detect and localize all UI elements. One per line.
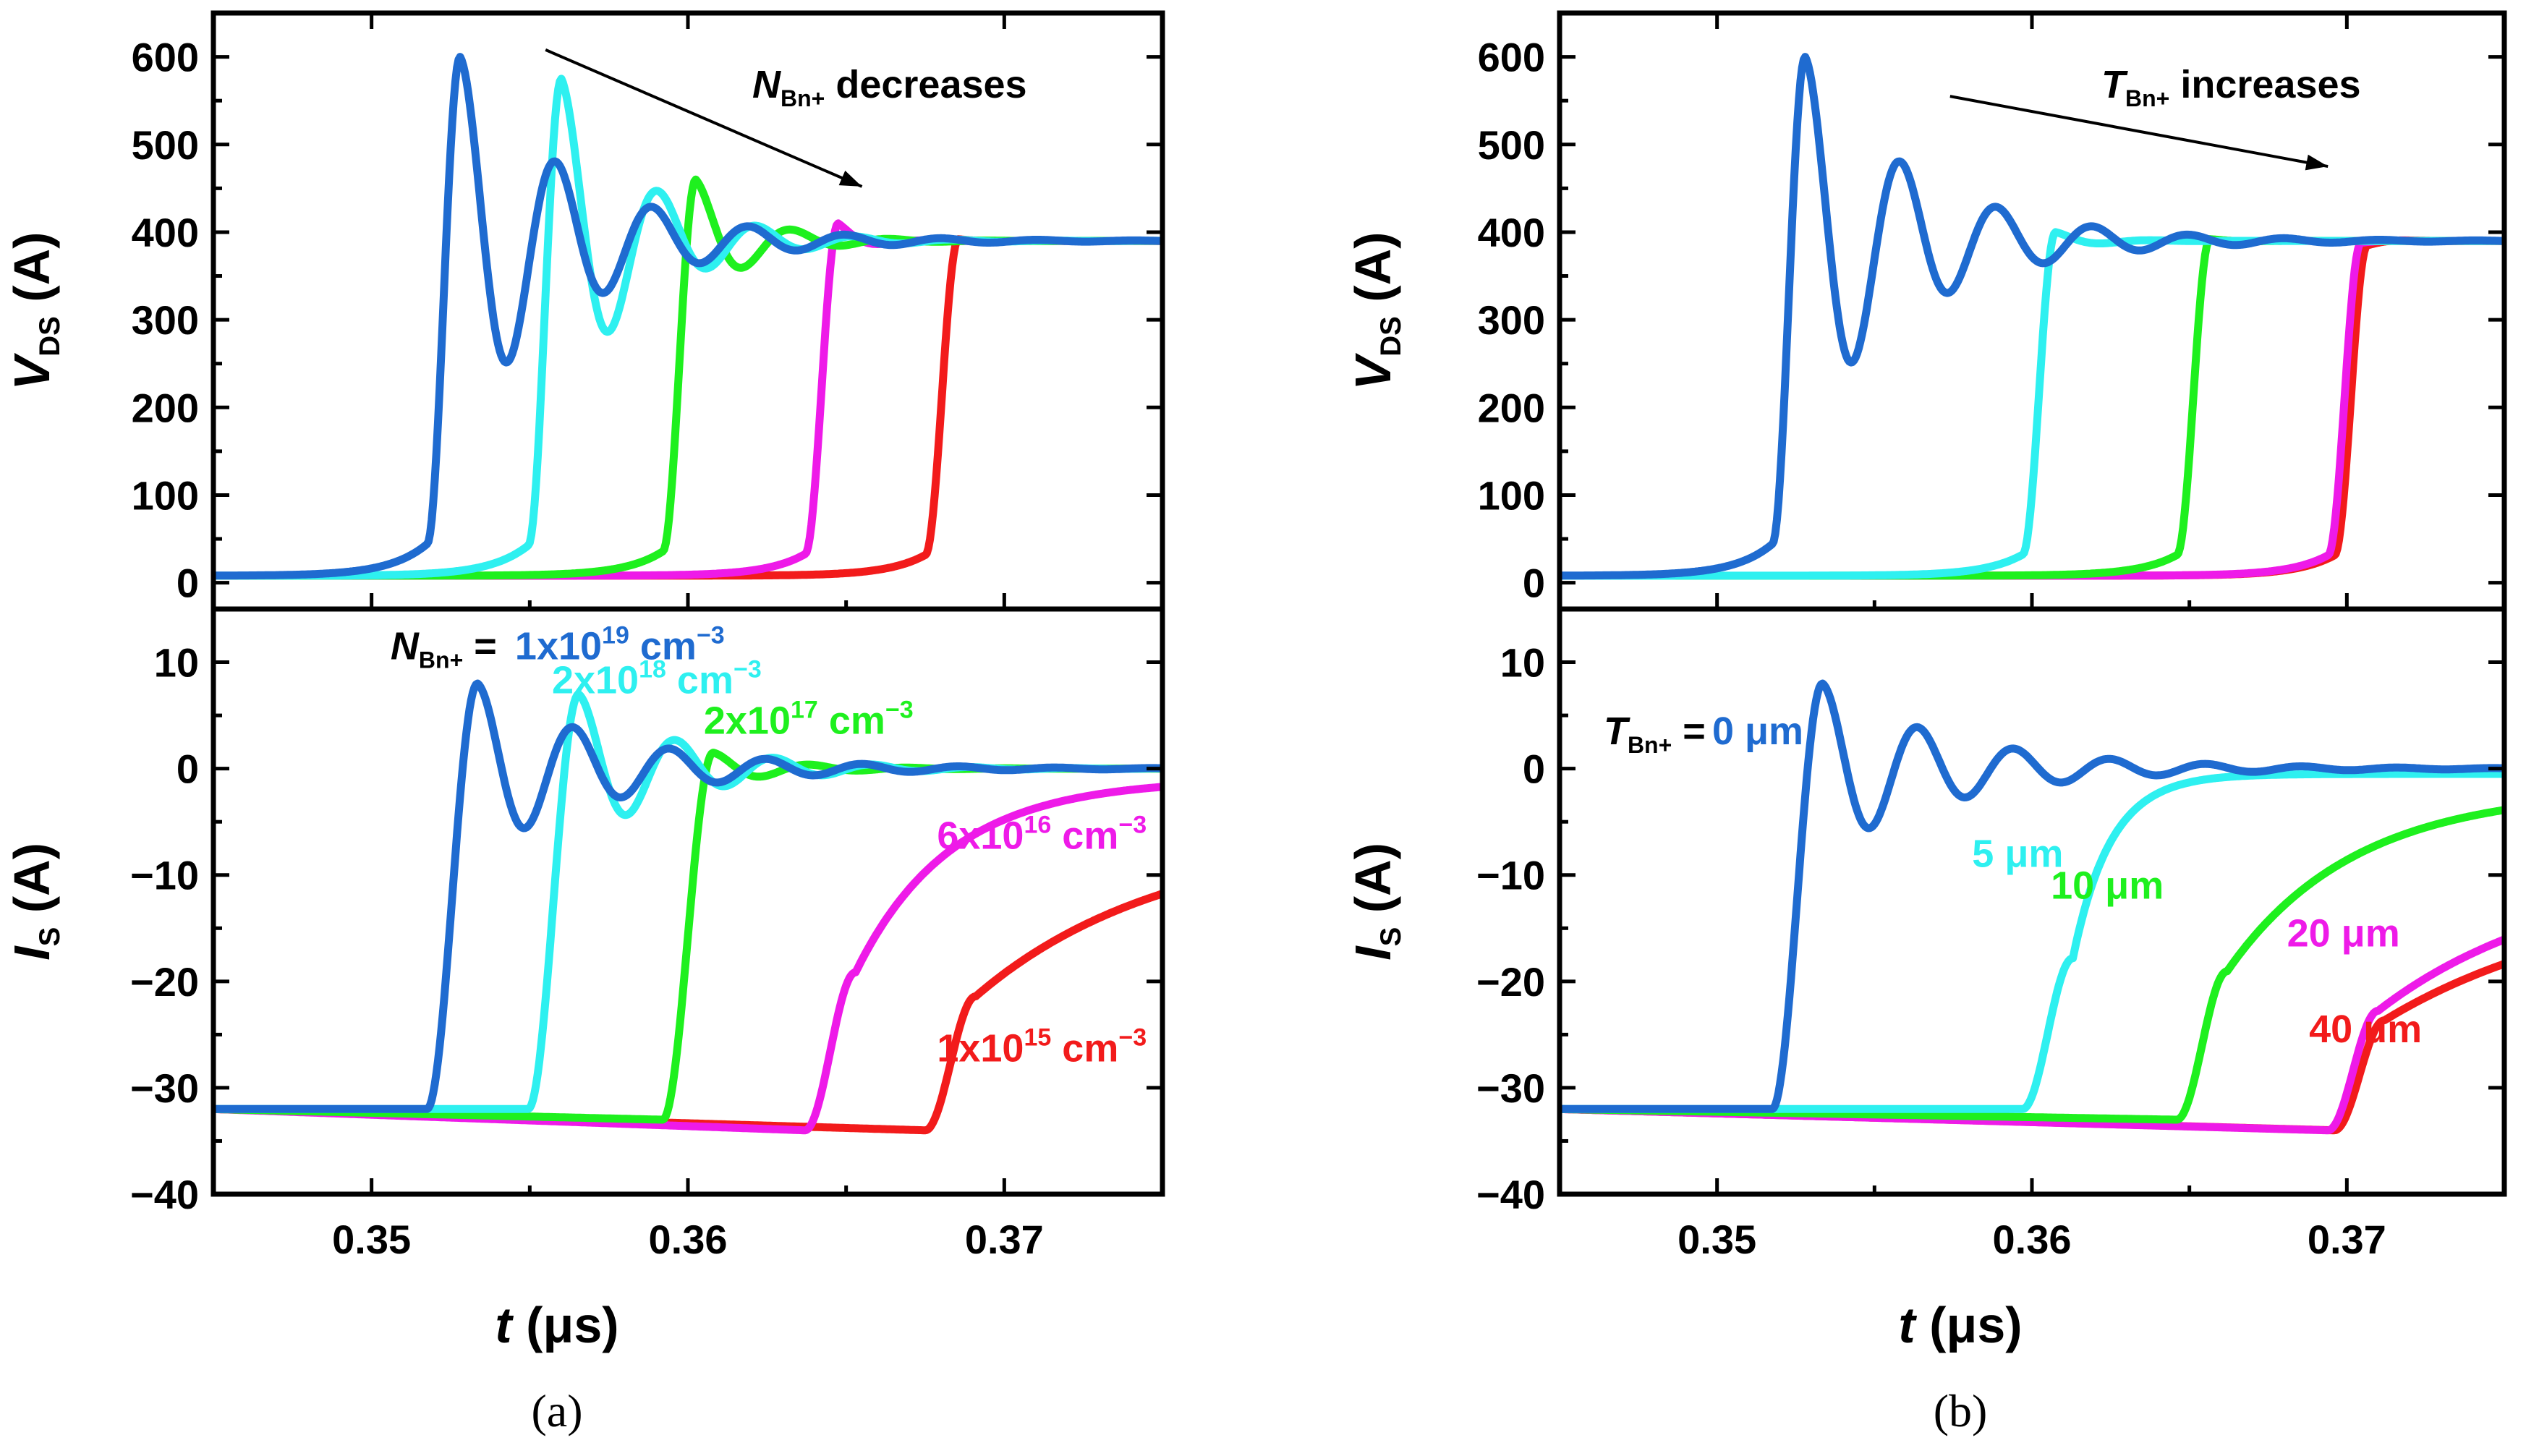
vds-series-group <box>213 53 1162 580</box>
y-axis-label-vds: VDS (A) <box>4 232 66 391</box>
x-tick-label: 0.35 <box>332 1217 411 1262</box>
y-tick-label-top: 500 <box>132 122 199 168</box>
trend-annotation: TBn+ increases <box>2101 63 2361 111</box>
y-tick-label-top: 200 <box>132 385 199 430</box>
y-tick-label-bottom: 10 <box>154 640 199 686</box>
is-series-group <box>1560 679 2504 1135</box>
trend-annotation: NBn+ decreases <box>752 63 1027 111</box>
legend-prefix: TBn+ = <box>1604 710 1706 758</box>
series-label-4: 20 μm <box>2287 912 2400 955</box>
y-tick-label-top: 600 <box>132 35 199 80</box>
series-label-2: 2x1018 cm−3 <box>552 656 762 702</box>
chart-panel-b: 0 100 200 300 400 500 600 −40 −30 −20 −10 0 10 0.35 0.… <box>1345 10 2507 1436</box>
y-tick-label-bottom: 0 <box>177 746 199 792</box>
y-tick-label-top: 100 <box>1478 472 1545 518</box>
y-tick-label-bottom: −40 <box>130 1172 199 1217</box>
y-tick-label-bottom: −30 <box>130 1065 199 1111</box>
y-tick-label-top: 100 <box>132 472 199 518</box>
y-tick-label-bottom: −10 <box>1476 853 1545 898</box>
y-tick-label-bottom: −30 <box>1476 1065 1545 1111</box>
y-tick-label-bottom: −10 <box>130 853 199 898</box>
legend-prefix: NBn+ = <box>391 624 497 673</box>
y-tick-label-top: 300 <box>1478 297 1545 343</box>
y-tick-label-bottom: −40 <box>1476 1172 1545 1217</box>
trend-arrow-head <box>838 170 862 187</box>
vds-series-1 <box>213 53 1162 580</box>
y-tick-label-top: 500 <box>1478 122 1545 168</box>
is-series-1 <box>1560 679 2504 1113</box>
y-tick-label-top: 300 <box>132 297 199 343</box>
x-tick-label: 0.37 <box>965 1217 1044 1262</box>
x-axis-label: t (μs) <box>495 1297 618 1353</box>
y-tick-label-top: 600 <box>1478 35 1545 80</box>
vds-series-5 <box>213 235 1162 580</box>
vds-series-2 <box>213 74 1162 580</box>
y-tick-label-bottom: −20 <box>1476 959 1545 1005</box>
y-axis-label-is: IS (A) <box>1345 843 1407 961</box>
series-label-5: 1x1015 cm−3 <box>937 1023 1147 1070</box>
series-label-4: 6x1016 cm−3 <box>937 811 1147 857</box>
panel-label: (a) <box>531 1385 582 1436</box>
panel-label: (b) <box>1934 1385 1988 1436</box>
y-tick-label-top: 400 <box>1478 210 1545 255</box>
series-label-3: 2x1017 cm−3 <box>704 696 914 742</box>
x-axis-label: t (μs) <box>1898 1297 2022 1353</box>
y-tick-label-top: 0 <box>177 561 199 606</box>
x-tick-label: 0.36 <box>1993 1217 2072 1262</box>
series-label-1: 0 μm <box>1712 710 1803 753</box>
series-label-3: 10 μm <box>2051 864 2164 907</box>
trend-arrow <box>1949 95 2329 169</box>
y-tick-label-bottom: 0 <box>1523 746 1545 792</box>
y-axis-label-is: IS (A) <box>4 843 66 961</box>
x-tick-label: 0.35 <box>1677 1217 1756 1262</box>
trend-arrow <box>545 48 863 188</box>
x-tick-label: 0.37 <box>2308 1217 2386 1262</box>
y-tick-label-bottom: −20 <box>130 959 199 1005</box>
x-tick-label: 0.36 <box>649 1217 728 1262</box>
y-axis-label-vds: VDS (A) <box>1345 232 1407 391</box>
series-label-1: 1x1019 cm−3 <box>515 621 725 668</box>
y-tick-label-bottom: 10 <box>1500 640 1545 686</box>
y-tick-label-top: 200 <box>1478 385 1545 430</box>
is-series-group <box>213 679 1162 1135</box>
series-label-2: 5 μm <box>1972 832 2063 875</box>
trend-arrow-head <box>2305 154 2329 171</box>
y-tick-label-top: 400 <box>132 210 199 255</box>
series-label-5: 40 μm <box>2309 1008 2422 1051</box>
vds-series-1 <box>1560 53 2504 580</box>
is-series-1 <box>213 679 1162 1113</box>
vds-series-group <box>1560 53 2504 580</box>
y-tick-label-top: 0 <box>1523 561 1545 606</box>
chart-panel-a: 0 100 200 300 400 500 600 −40 −30 −20 −10 0 10 0.35 0.… <box>4 10 1165 1436</box>
